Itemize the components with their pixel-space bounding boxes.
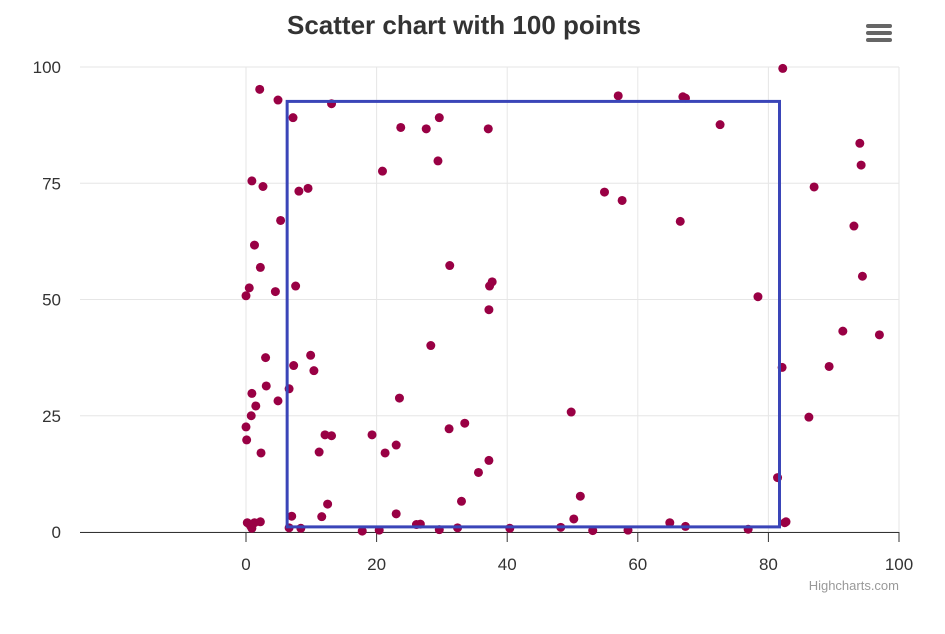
- data-point: [367, 430, 377, 440]
- x-tick-label: 80: [759, 555, 778, 574]
- data-point: [778, 63, 788, 73]
- data-point: [804, 412, 814, 422]
- x-tick-label: 100: [885, 555, 913, 574]
- data-point: [380, 448, 390, 458]
- data-point: [317, 512, 327, 522]
- x-tick-label: 40: [498, 555, 517, 574]
- data-point: [273, 396, 283, 406]
- data-point: [241, 291, 251, 301]
- data-point: [838, 326, 848, 336]
- data-point: [445, 261, 455, 271]
- data-point: [675, 216, 685, 226]
- data-point: [857, 271, 867, 281]
- data-point: [569, 514, 579, 524]
- data-point: [255, 517, 265, 527]
- data-point: [247, 388, 257, 398]
- y-tick-label: 50: [42, 291, 61, 310]
- data-point: [377, 166, 387, 176]
- data-point: [241, 422, 251, 432]
- data-point: [855, 138, 865, 148]
- data-point: [276, 215, 286, 225]
- y-tick-label: 75: [42, 174, 61, 193]
- data-point: [244, 283, 254, 293]
- data-point: [396, 122, 406, 132]
- hamburger-menu-icon[interactable]: [862, 20, 896, 50]
- data-point: [303, 183, 313, 193]
- data-point: [824, 361, 834, 371]
- data-point: [251, 401, 261, 411]
- data-point: [566, 407, 576, 417]
- y-tick-label: 0: [52, 523, 61, 542]
- data-point: [314, 447, 324, 457]
- menu-bar: [866, 38, 892, 42]
- data-point: [289, 361, 299, 371]
- data-point: [809, 182, 819, 192]
- data-point: [391, 440, 401, 450]
- y-tick-label: 100: [33, 58, 61, 77]
- menu-bar: [866, 24, 892, 28]
- data-point: [444, 424, 454, 434]
- y-tick-label: 25: [42, 407, 61, 426]
- data-point: [309, 366, 319, 376]
- data-point: [781, 517, 791, 527]
- data-point: [242, 435, 252, 445]
- data-point: [484, 305, 494, 315]
- x-tick-label: 0: [241, 555, 250, 574]
- data-point: [306, 350, 316, 360]
- data-point: [613, 91, 623, 101]
- data-point: [323, 499, 333, 509]
- data-point: [258, 182, 268, 192]
- data-point: [270, 287, 280, 297]
- data-point: [421, 124, 431, 134]
- data-point: [247, 523, 257, 533]
- data-point: [261, 353, 271, 363]
- chart-title: Scatter chart with 100 points: [287, 10, 641, 40]
- data-point: [246, 411, 256, 421]
- data-point: [433, 156, 443, 166]
- data-point: [483, 124, 493, 134]
- data-point: [715, 120, 725, 130]
- data-point: [473, 467, 483, 477]
- credits-link[interactable]: Highcharts.com: [809, 578, 899, 593]
- data-point: [426, 341, 436, 351]
- data-point: [256, 448, 266, 458]
- data-point: [617, 195, 627, 205]
- menu-bar: [866, 31, 892, 35]
- data-point: [753, 292, 763, 302]
- data-point: [249, 240, 259, 250]
- data-point: [460, 418, 470, 428]
- data-point: [665, 518, 675, 528]
- data-point: [273, 95, 283, 105]
- data-point: [849, 221, 859, 231]
- data-point: [874, 330, 884, 340]
- data-point: [287, 511, 297, 521]
- data-point: [485, 281, 495, 291]
- data-point: [294, 186, 304, 196]
- data-point: [391, 509, 401, 519]
- x-tick-label: 60: [628, 555, 647, 574]
- data-point: [599, 187, 609, 197]
- data-point: [255, 84, 265, 94]
- x-tick-label: 20: [367, 555, 386, 574]
- data-point: [247, 176, 257, 186]
- data-point: [288, 113, 298, 123]
- data-point: [484, 455, 494, 465]
- data-point: [434, 113, 444, 123]
- data-point: [456, 496, 466, 506]
- data-point: [327, 431, 337, 441]
- data-point: [291, 281, 301, 291]
- selection-box[interactable]: [285, 99, 782, 529]
- data-point: [261, 381, 271, 391]
- data-point: [575, 491, 585, 501]
- data-point: [357, 526, 367, 536]
- data-point: [255, 262, 265, 272]
- data-point: [394, 393, 404, 403]
- data-point: [856, 160, 866, 170]
